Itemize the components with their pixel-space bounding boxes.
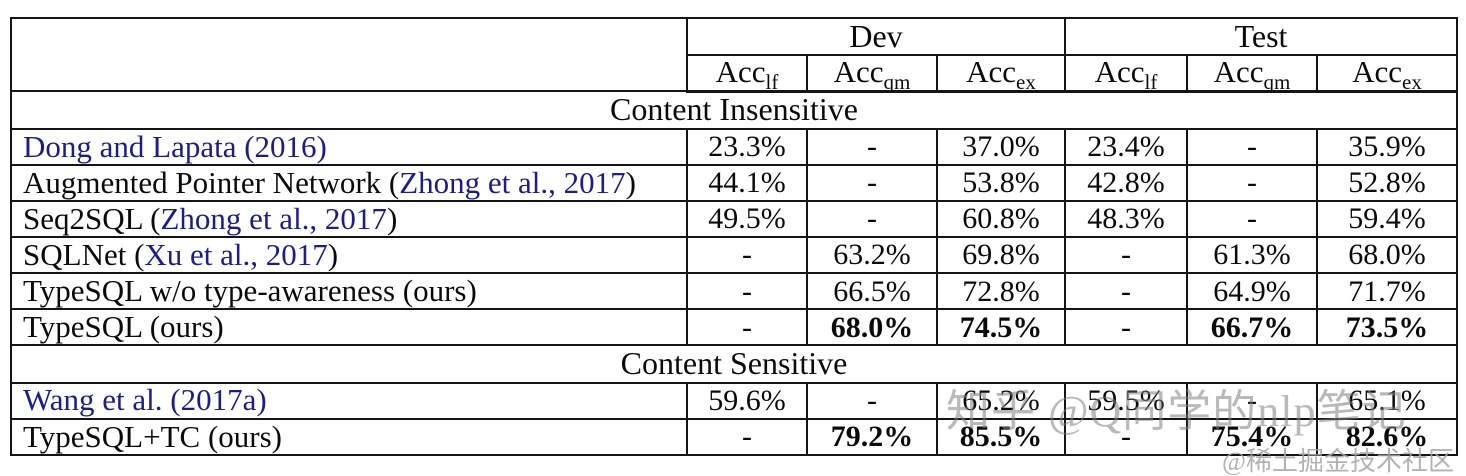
cell-test-acc-ex: 68.0%: [1315, 236, 1459, 275]
header-metric-row: Acclf Accqm Accex Acclf Accqm Accex: [11, 54, 1459, 93]
col-header-test-acc-lf: Acclf: [1064, 54, 1188, 93]
cell-dev-acc-lf: -: [686, 272, 808, 311]
col-header-test-acc-ex: Accex: [1315, 54, 1459, 93]
results-table: Dev Test Acclf Accqm Accex Acclf Accqm A…: [9, 17, 1459, 457]
model-name-cell: Wang et al. (2017a): [10, 381, 688, 420]
cell-test-acc-qm: 66.7%: [1186, 308, 1318, 347]
table-row: Wang et al. (2017a) 59.6% -65.2% 59.5% -65.1…: [10, 381, 1459, 420]
col-header-dev-acc-ex: Accex: [936, 54, 1066, 93]
cell-dev-acc-lf: 23.3%: [686, 127, 808, 166]
model-name-text: Augmented Pointer Network (: [23, 164, 400, 200]
cell-test-acc-qm: -: [1186, 381, 1318, 420]
col-header-test-acc-qm: Accqm: [1186, 54, 1318, 93]
cell-dev-acc-ex: 37.0%: [936, 127, 1066, 166]
cell-dev-acc-ex: 60.8%: [936, 199, 1066, 239]
cell-test-acc-lf: 42.8%: [1064, 163, 1188, 202]
cell-test-acc-qm: -: [1186, 127, 1318, 166]
cell-test-acc-ex: 52.8%: [1315, 163, 1459, 202]
cell-dev-acc-lf: 44.1%: [686, 163, 808, 202]
model-name-cell: TypeSQL (ours): [10, 308, 688, 347]
cell-dev-acc-qm: -: [806, 381, 938, 420]
table-row: Dong and Lapata (2016) 23.3% -37.0% 23.4% -3…: [10, 127, 1459, 166]
model-name-text: ): [625, 164, 636, 200]
citation-link[interactable]: Dong and Lapata (2016): [23, 128, 327, 164]
model-name-cell: Augmented Pointer Network (Zhong et al.,…: [10, 163, 688, 202]
cell-dev-acc-qm: 68.0%: [806, 308, 938, 347]
cell-dev-acc-qm: -: [806, 163, 938, 202]
cell-test-acc-lf: 59.5%: [1064, 381, 1188, 420]
header-group-row: Dev Test: [10, 17, 1459, 92]
cell-test-acc-ex: 59.4%: [1315, 199, 1459, 239]
table-row: TypeSQL+TC (ours) -79.2% 85.5% -75.4% 82.6%: [10, 417, 1459, 457]
model-name-cell: TypeSQL+TC (ours): [10, 417, 688, 457]
cell-test-acc-ex: 73.5%: [1315, 308, 1459, 347]
model-name-text: SQLNet (: [23, 237, 145, 272]
section-row: Content Insensitive: [9, 90, 1459, 130]
model-name-text: ): [386, 200, 398, 236]
table-row: TypeSQL (ours) -68.0% 74.5% -66.7% 73.5%: [10, 308, 1459, 347]
cell-test-acc-qm: 64.9%: [1186, 272, 1318, 311]
results-table-container: Dev Test Acclf Accqm Accex Acclf Accqm A…: [9, 17, 1459, 457]
model-column-header-empty: [10, 17, 688, 92]
cell-test-acc-qm: 75.4%: [1186, 417, 1318, 457]
cell-dev-acc-lf: -: [686, 308, 808, 347]
dev-group-header: Dev: [686, 17, 1066, 56]
section-title: Content Sensitive: [9, 344, 1459, 384]
cell-test-acc-ex: 82.6%: [1315, 417, 1459, 457]
cell-test-acc-lf: -: [1064, 417, 1188, 457]
citation-link[interactable]: Xu et al., 2017: [144, 237, 328, 272]
model-name-text: TypeSQL+TC (ours): [23, 418, 282, 454]
cell-test-acc-lf: -: [1064, 236, 1188, 275]
model-name-cell: SQLNet (Xu et al., 2017): [10, 236, 688, 275]
cell-dev-acc-ex: 69.8%: [936, 236, 1066, 275]
cell-dev-acc-lf: -: [686, 417, 808, 457]
section-row: Content Sensitive: [9, 344, 1459, 384]
table-row: Augmented Pointer Network (Zhong et al.,…: [10, 163, 1459, 202]
col-header-dev-acc-lf: Acclf: [686, 54, 808, 93]
model-name-text: TypeSQL w/o type-awareness (ours): [23, 273, 477, 309]
cell-test-acc-ex: 35.9%: [1315, 127, 1459, 166]
cell-test-acc-lf: -: [1064, 308, 1188, 347]
cell-test-acc-ex: 71.7%: [1315, 272, 1459, 311]
cell-dev-acc-lf: 59.6%: [686, 381, 808, 420]
cell-dev-acc-qm: -: [806, 127, 938, 166]
cell-dev-acc-qm: 79.2%: [806, 417, 938, 457]
model-name-cell: Seq2SQL (Zhong et al., 2017): [10, 199, 688, 239]
model-name-cell: Dong and Lapata (2016): [10, 127, 688, 166]
model-name-text: Seq2SQL (: [23, 200, 161, 236]
table-row: Seq2SQL (Zhong et al., 2017) 49.5% -60.8% 4…: [10, 199, 1459, 239]
cell-dev-acc-ex: 53.8%: [936, 163, 1066, 202]
cell-dev-acc-qm: 63.2%: [806, 236, 938, 275]
cell-test-acc-qm: -: [1186, 163, 1318, 202]
cell-dev-acc-ex: 74.5%: [936, 308, 1066, 347]
test-group-header: Test: [1063, 17, 1459, 56]
cell-dev-acc-ex: 72.8%: [936, 272, 1066, 311]
cell-dev-acc-qm: 66.5%: [806, 272, 938, 311]
table-row: SQLNet (Xu et al., 2017) -63.2% 69.8% -61.3…: [10, 236, 1459, 275]
table-row: TypeSQL w/o type-awareness (ours) -66.5% 7…: [10, 272, 1459, 311]
cell-test-acc-qm: -: [1186, 199, 1318, 239]
col-header-dev-acc-qm: Accqm: [806, 54, 938, 93]
cell-dev-acc-lf: 49.5%: [686, 199, 808, 239]
cell-dev-acc-ex: 85.5%: [936, 417, 1066, 457]
cell-test-acc-ex: 65.1%: [1315, 381, 1459, 420]
model-name-text: TypeSQL (ours): [23, 309, 224, 345]
cell-dev-acc-ex: 65.2%: [936, 381, 1066, 420]
cell-test-acc-lf: -: [1064, 272, 1188, 311]
cell-dev-acc-lf: -: [686, 236, 808, 275]
model-name-cell: TypeSQL w/o type-awareness (ours): [10, 272, 688, 311]
cell-test-acc-lf: 48.3%: [1064, 199, 1188, 239]
section-title: Content Insensitive: [9, 90, 1459, 130]
model-name-text: ): [327, 237, 339, 272]
cell-test-acc-qm: 61.3%: [1186, 236, 1318, 275]
citation-link[interactable]: Zhong et al., 2017: [399, 164, 626, 200]
citation-link[interactable]: Wang et al. (2017a): [23, 382, 267, 418]
citation-link[interactable]: Zhong et al., 2017: [160, 200, 387, 236]
cell-dev-acc-qm: -: [806, 199, 938, 239]
cell-test-acc-lf: 23.4%: [1064, 127, 1188, 166]
